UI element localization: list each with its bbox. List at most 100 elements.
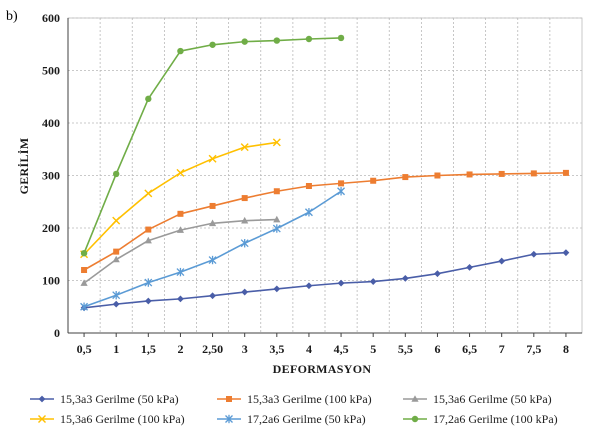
data-point: [80, 302, 89, 311]
series-4: [80, 138, 281, 259]
x-tick-label: 2,50: [202, 342, 223, 356]
x-axis-title: DEFORMASYON: [273, 362, 372, 376]
data-point: [240, 239, 249, 248]
data-point: [177, 47, 184, 55]
data-point: [112, 300, 120, 308]
data-point: [176, 226, 185, 233]
data-point: [145, 95, 152, 103]
data-point: [466, 263, 473, 271]
data-point: [272, 138, 281, 147]
data-point: [401, 275, 409, 282]
y-tick-label: 0: [54, 326, 60, 340]
data-point: [562, 169, 569, 176]
data-point: [337, 279, 345, 287]
data-point: [434, 172, 441, 179]
data-point: [530, 170, 537, 177]
data-point: [305, 282, 313, 290]
data-point: [177, 295, 184, 303]
x-tick-label: 4: [306, 342, 312, 356]
data-point: [369, 278, 377, 285]
y-axis-title: GERİLİM: [17, 138, 31, 195]
data-point: [305, 183, 312, 189]
series-line: [83, 172, 566, 271]
y-tick-label: 300: [42, 169, 60, 183]
x-tick-label: 6,5: [462, 342, 477, 356]
data-point: [241, 195, 248, 202]
legend-item: 15,3a3 Gerilme (100 kPa): [217, 392, 372, 406]
x-tick-label: 7: [499, 342, 505, 356]
data-point: [498, 257, 506, 265]
legend-item: 17,2a6 Gerilme (100 kPa): [403, 412, 558, 426]
data-point: [176, 168, 185, 177]
data-point: [144, 297, 152, 305]
data-point: [338, 180, 345, 187]
series-6: [80, 34, 345, 257]
data-point: [209, 202, 216, 209]
x-tick-label: 6: [434, 342, 440, 356]
legend-marker: [38, 415, 46, 423]
legend-label: 15,3a3 Gerilme (100 kPa): [247, 392, 372, 406]
data-point: [144, 236, 152, 244]
legend-marker: [411, 395, 419, 402]
data-point: [208, 154, 217, 163]
y-tick-label: 200: [42, 221, 60, 235]
legend-label: 15,3a3 Gerilme (50 kPa): [60, 392, 179, 406]
legend-item: 15,3a3 Gerilme (50 kPa): [30, 392, 179, 406]
data-point: [562, 249, 570, 257]
data-point: [241, 288, 249, 296]
legend-marker: [38, 395, 46, 403]
series-line: [83, 251, 566, 309]
data-point: [402, 174, 409, 181]
x-tick-label: 2: [177, 342, 183, 356]
x-tick-label: 3: [242, 342, 248, 356]
x-tick-label: 3,5: [269, 342, 284, 356]
data-point: [208, 219, 217, 227]
data-point: [113, 248, 120, 255]
x-tick-label: 5: [370, 342, 376, 356]
data-point: [370, 177, 377, 184]
legend-item: 15,3a6 Gerilme (50 kPa): [403, 392, 552, 406]
data-point: [530, 250, 538, 258]
data-point: [81, 267, 88, 273]
data-point: [434, 270, 441, 278]
data-point: [273, 285, 281, 293]
y-tick-label: 400: [42, 116, 60, 130]
series-3: [80, 215, 281, 286]
data-point: [498, 170, 505, 177]
data-point: [144, 189, 153, 198]
y-tick-label: 600: [42, 11, 60, 25]
data-point: [80, 279, 88, 286]
series-2: [81, 169, 569, 273]
data-point: [80, 250, 88, 257]
data-point: [304, 208, 313, 217]
data-point: [273, 188, 280, 195]
data-point: [337, 34, 345, 42]
data-point: [273, 37, 281, 44]
data-point: [273, 215, 281, 223]
data-point: [177, 210, 184, 217]
legend-marker: [225, 414, 233, 424]
data-point: [337, 187, 346, 196]
legend-item: 15,3a6 Gerilme (100 kPa): [30, 412, 185, 426]
data-point: [240, 143, 249, 152]
series-line: [83, 141, 277, 255]
data-point: [112, 216, 121, 225]
data-point: [272, 224, 281, 233]
series-layer: [80, 34, 570, 312]
legend-label: 15,3a6 Gerilme (50 kPa): [433, 392, 552, 406]
data-point: [176, 267, 185, 277]
data-point: [145, 226, 152, 233]
y-tick-label: 500: [42, 64, 60, 78]
x-tick-label: 4,5: [334, 342, 349, 356]
series-1: [80, 249, 570, 312]
data-point: [112, 170, 120, 178]
legend-item: 17,2a6 Gerilme (50 kPa): [217, 412, 366, 426]
legend-label: 17,2a6 Gerilme (100 kPa): [433, 412, 558, 426]
data-point: [208, 255, 217, 265]
legend-marker: [411, 415, 419, 423]
x-tick-label: 7,5: [526, 342, 541, 356]
x-tick-label: 5,5: [398, 342, 413, 356]
axes: 0 100 200 300 400 500 600 0,5 1 1,5 2 2,50 3 3,5 4 4,5 5…: [42, 11, 582, 356]
